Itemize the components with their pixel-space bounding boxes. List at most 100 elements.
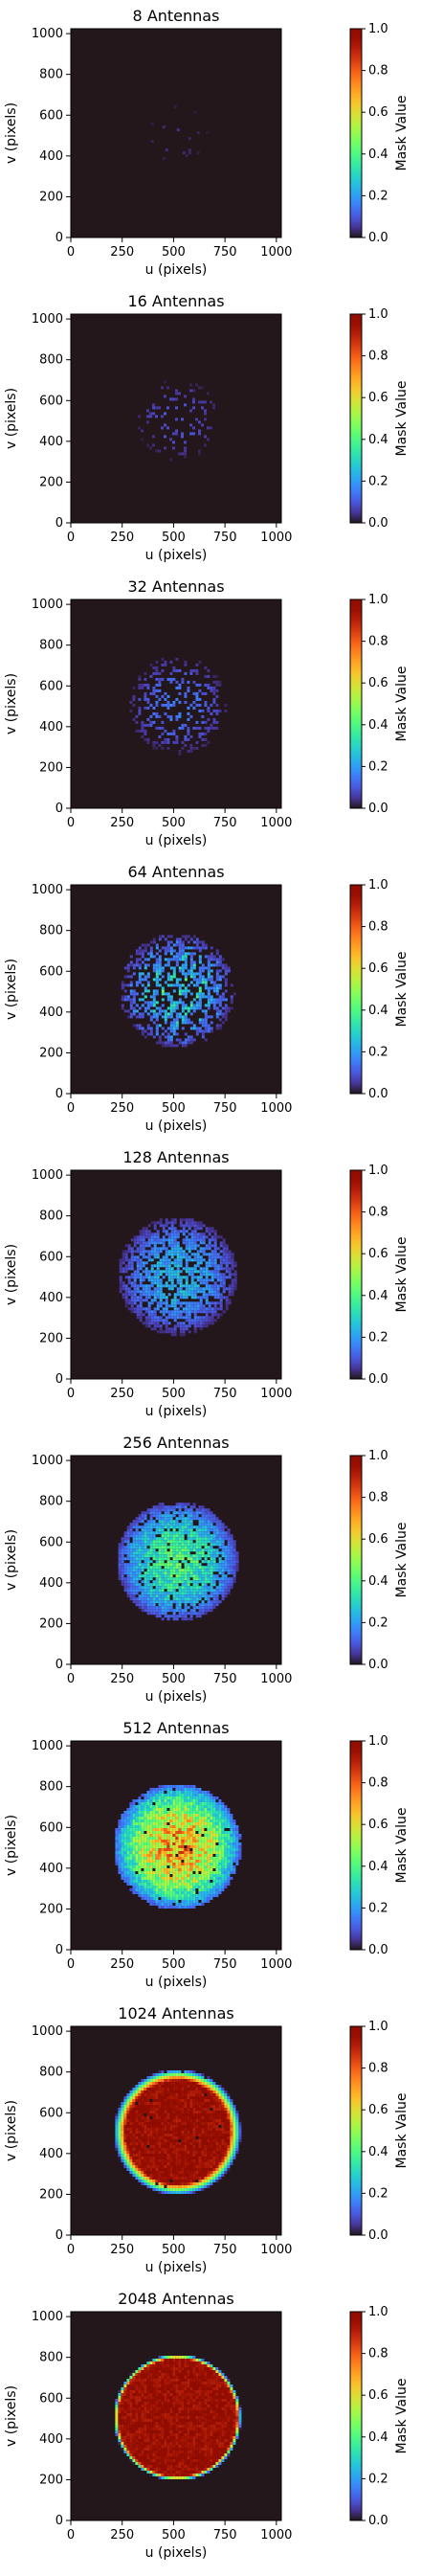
heatmap-background bbox=[71, 885, 281, 1094]
y-tick-label: 400 bbox=[39, 1576, 63, 1591]
panel-title: 128 Antennas bbox=[122, 1148, 229, 1166]
colorbar-tick-label: 0.0 bbox=[368, 2514, 388, 2528]
colorbar bbox=[349, 599, 363, 809]
y-tick-label: 600 bbox=[39, 2391, 63, 2406]
x-tick-label: 500 bbox=[162, 245, 186, 260]
y-tick-label: 0 bbox=[55, 1943, 63, 1957]
x-tick-label: 1000 bbox=[260, 1387, 292, 1401]
y-tick-label: 200 bbox=[39, 1331, 63, 1345]
x-axis-label: u (pixels) bbox=[145, 1404, 208, 1419]
colorbar-tick-label: 0.4 bbox=[368, 1289, 388, 1303]
colorbar-tick-label: 0.4 bbox=[368, 2430, 388, 2445]
x-axis-label: u (pixels) bbox=[145, 1975, 208, 1990]
x-tick-label: 250 bbox=[110, 1101, 134, 1116]
colorbar-label: Mask Value bbox=[394, 667, 410, 742]
heatmap-image bbox=[129, 657, 228, 756]
colorbar-tick-label: 1.0 bbox=[368, 2305, 388, 2319]
colorbar bbox=[349, 28, 363, 238]
colorbar-label: Mask Value bbox=[394, 2379, 410, 2454]
x-tick-label: 250 bbox=[110, 245, 134, 260]
colorbar-tick-label: 0.2 bbox=[368, 1330, 388, 1344]
x-tick-label: 1000 bbox=[260, 1672, 292, 1686]
y-tick-label: 1000 bbox=[32, 2310, 63, 2324]
axes-frame bbox=[70, 1169, 282, 1380]
axes-frame bbox=[70, 1740, 282, 1951]
colorbar-tick-label: 0.8 bbox=[368, 635, 388, 649]
y-tick-label: 600 bbox=[39, 1535, 63, 1549]
y-tick-label: 400 bbox=[39, 149, 63, 164]
colorbar-tick-label: 1.0 bbox=[368, 1164, 388, 1178]
heatmap-image bbox=[121, 935, 236, 1048]
colorbar-tick-label: 0.6 bbox=[368, 1247, 388, 1261]
heatmap-image bbox=[118, 1503, 239, 1621]
y-axis-label: v (pixels) bbox=[4, 1815, 19, 1876]
x-tick-label: 250 bbox=[110, 1672, 134, 1686]
y-tick-label: 200 bbox=[39, 1616, 63, 1631]
x-tick-label: 1000 bbox=[260, 245, 292, 260]
y-tick-label: 400 bbox=[39, 1006, 63, 1020]
colorbar-tick-label: 0.0 bbox=[368, 1372, 388, 1387]
panel-256-antennas: 256 Antennas 0 250 500 750 1000 u (pixels) 0 200… bbox=[4, 1434, 410, 1705]
colorbar-tick-label: 0.0 bbox=[368, 1943, 388, 1957]
colorbar bbox=[349, 313, 363, 524]
colorbar-tick-label: 0.6 bbox=[368, 2103, 388, 2117]
y-tick-label: 0 bbox=[55, 231, 63, 245]
y-tick-label: 0 bbox=[55, 2228, 63, 2243]
colorbar-label: Mask Value bbox=[394, 1237, 410, 1313]
axes-frame bbox=[70, 884, 282, 1095]
colorbar-label: Mask Value bbox=[394, 96, 410, 171]
y-tick-label: 400 bbox=[39, 435, 63, 449]
panel-title: 8 Antennas bbox=[133, 7, 220, 25]
colorbar-tick-label: 0.6 bbox=[368, 2388, 388, 2403]
colorbar-tick-label: 1.0 bbox=[368, 1449, 388, 1463]
y-tick-label: 200 bbox=[39, 2187, 63, 2202]
colorbar-tick-label: 0.2 bbox=[368, 1616, 388, 1630]
x-tick-label: 1000 bbox=[260, 816, 292, 830]
x-tick-label: 750 bbox=[213, 1387, 237, 1401]
colorbar-tick-label: 0.2 bbox=[368, 2186, 388, 2201]
y-tick-label: 800 bbox=[39, 1495, 63, 1509]
x-axis-label: u (pixels) bbox=[145, 2545, 208, 2561]
colorbar-label: Mask Value bbox=[394, 381, 410, 457]
x-tick-label: 0 bbox=[67, 816, 75, 830]
y-tick-label: 400 bbox=[39, 720, 63, 734]
y-tick-label: 0 bbox=[55, 1372, 63, 1387]
colorbar-tick-label: 1.0 bbox=[368, 2020, 388, 2034]
x-tick-label: 0 bbox=[67, 1672, 75, 1686]
colorbar bbox=[349, 2311, 363, 2521]
y-tick-label: 1000 bbox=[32, 1168, 63, 1183]
y-tick-label: 1000 bbox=[32, 27, 63, 41]
y-tick-label: 200 bbox=[39, 190, 63, 204]
y-tick-label: 0 bbox=[55, 2514, 63, 2528]
x-tick-label: 1000 bbox=[260, 531, 292, 545]
x-tick-label: 750 bbox=[213, 1957, 237, 1972]
x-axis-label: u (pixels) bbox=[145, 1119, 208, 1134]
heatmap-image bbox=[150, 105, 209, 161]
y-tick-label: 400 bbox=[39, 2147, 63, 2161]
y-axis-label: v (pixels) bbox=[4, 959, 19, 1020]
colorbar-tick-label: 0.4 bbox=[368, 1574, 388, 1589]
colorbar-tick-label: 0.2 bbox=[368, 2472, 388, 2486]
colorbar-tick-label: 0.0 bbox=[368, 802, 388, 816]
axes-frame bbox=[70, 1455, 282, 1665]
colorbar-tick-label: 0.6 bbox=[368, 105, 388, 120]
panel-8-antennas: 8 Antennas 0 250 500 750 1000 u (pixels) 0 200 40… bbox=[4, 7, 410, 278]
x-tick-label: 250 bbox=[110, 2243, 134, 2257]
colorbar-tick-label: 0.6 bbox=[368, 391, 388, 405]
heatmap-image bbox=[119, 1218, 237, 1337]
y-axis-label: v (pixels) bbox=[4, 2100, 19, 2161]
colorbar-tick-label: 0.8 bbox=[368, 1776, 388, 1791]
x-axis-label: u (pixels) bbox=[145, 1689, 208, 1705]
x-tick-label: 750 bbox=[213, 531, 237, 545]
y-tick-label: 1000 bbox=[32, 883, 63, 897]
x-tick-label: 500 bbox=[162, 2243, 186, 2257]
x-tick-label: 250 bbox=[110, 531, 134, 545]
heatmap-background bbox=[71, 29, 281, 237]
colorbar-tick-label: 0.6 bbox=[368, 961, 388, 976]
y-tick-label: 1000 bbox=[32, 1454, 63, 1468]
x-tick-label: 750 bbox=[213, 1101, 237, 1116]
y-tick-label: 200 bbox=[39, 760, 63, 775]
x-tick-label: 250 bbox=[110, 2528, 134, 2542]
colorbar-tick-label: 0.8 bbox=[368, 350, 388, 364]
